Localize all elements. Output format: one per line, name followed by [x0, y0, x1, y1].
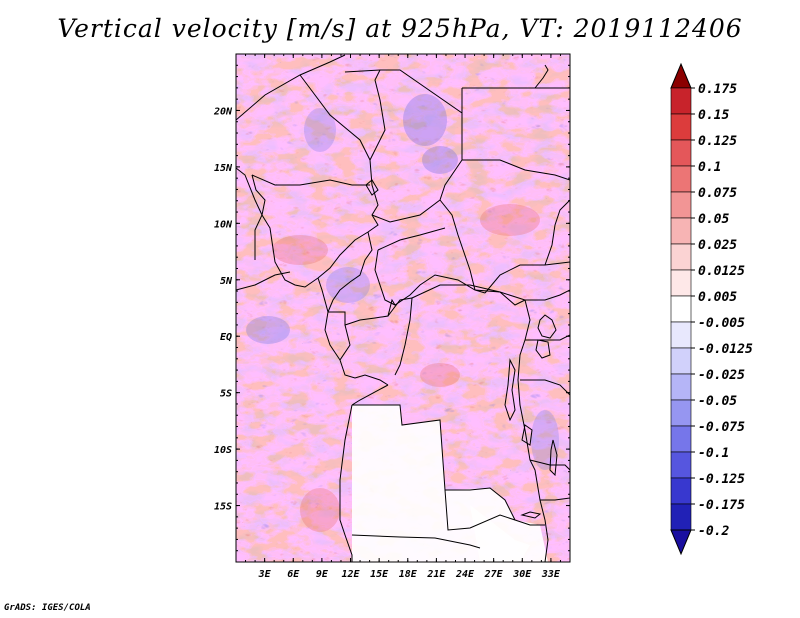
colorbar-swatch: [670, 139, 692, 167]
lon-tick-label: 27E: [484, 569, 504, 580]
colorbar-label: -0.1: [698, 446, 729, 461]
masked-region: [352, 405, 548, 562]
map-title: Vertical velocity [m/s] at 925hPa, VT: 2…: [57, 14, 743, 43]
lat-tick-label: 10S: [214, 445, 232, 456]
colorbar-swatch: [670, 269, 692, 297]
colorbar-label: 0.05: [698, 212, 729, 227]
lon-tick-label: 9E: [316, 569, 329, 580]
colorbar-label: -0.05: [698, 394, 737, 409]
colorbar-top-extension: [670, 62, 692, 89]
colorbar-label: -0.025: [698, 368, 745, 383]
lat-tick-label: EQ: [220, 332, 232, 343]
colorbar-swatch: [670, 373, 692, 401]
footer-credit: GrADS: IGES/COLA: [4, 603, 91, 613]
lon-tick-label: 3E: [258, 569, 272, 580]
colorbar-bottom-extension: [670, 529, 692, 556]
colorbar-label: 0.0125: [698, 264, 745, 279]
lon-axis: 3E 6E 9E 12E 15E 18E 21E 24E 27E 30E 33E: [235, 54, 571, 580]
ascent-patch: [272, 235, 328, 265]
lakes: [365, 179, 558, 519]
colorbar-swatch: [670, 243, 692, 271]
map-frame: [235, 53, 571, 563]
colorbar-swatch: [670, 321, 692, 349]
colorbar-swatch: [670, 347, 692, 375]
colorbar-label: 0.075: [698, 186, 737, 201]
colorbar-label: -0.175: [698, 498, 745, 513]
colorbar-label: -0.005: [698, 316, 745, 331]
colorbar-swatch: [670, 503, 692, 531]
lon-tick-label: 18E: [399, 569, 418, 580]
lon-tick-label: 21E: [426, 569, 446, 580]
colorbar-swatch: [670, 113, 692, 141]
lat-tick-label: 10N: [214, 219, 233, 230]
descent-patch: [403, 94, 447, 146]
colorbar-swatch: [670, 451, 692, 479]
colorbar-swatch: [670, 477, 692, 505]
lat-tick-label: 20N: [213, 106, 233, 117]
colorbar-label: 0.125: [698, 134, 737, 149]
colorbar-swatch: [670, 87, 692, 115]
lon-tick-label: 6E: [287, 569, 300, 580]
lat-tick-label: 5S: [220, 389, 232, 400]
country-borders: [236, 54, 570, 562]
lat-tick-label: 5N: [220, 276, 233, 287]
lon-tick-label: 12E: [341, 569, 360, 580]
colorbar-label: 0.1: [698, 160, 721, 175]
colorbar-swatch: [670, 295, 692, 323]
colorbar-label: -0.075: [698, 420, 745, 435]
colorbar-label: 0.005: [698, 290, 737, 305]
lon-tick-label: 24E: [455, 569, 475, 580]
lon-tick-label: 15E: [370, 569, 389, 580]
colorbar-swatch: [670, 425, 692, 453]
colorbar-label: -0.0125: [698, 342, 753, 357]
colorbar-swatch: [670, 191, 692, 219]
lat-axis: 20N 15N 10N 5N EQ 5S 10S 15S: [213, 53, 570, 563]
lon-tick-label: 33E: [541, 569, 561, 580]
velocity-field: [236, 54, 570, 562]
lat-tick-label: 15N: [214, 163, 233, 174]
lat-tick-label: 15S: [214, 502, 232, 513]
colorbar-label: -0.125: [698, 472, 745, 487]
colorbar-label: 0.025: [698, 238, 737, 253]
lon-tick-label: 30E: [512, 569, 532, 580]
colorbar-label: -0.2: [698, 524, 729, 539]
colorbar-swatch: [670, 399, 692, 427]
colorbar-swatch: [670, 165, 692, 193]
colorbar-label: 0.15: [698, 108, 729, 123]
colorbar-label: 0.175: [698, 82, 737, 97]
colorbar-swatch: [670, 217, 692, 245]
